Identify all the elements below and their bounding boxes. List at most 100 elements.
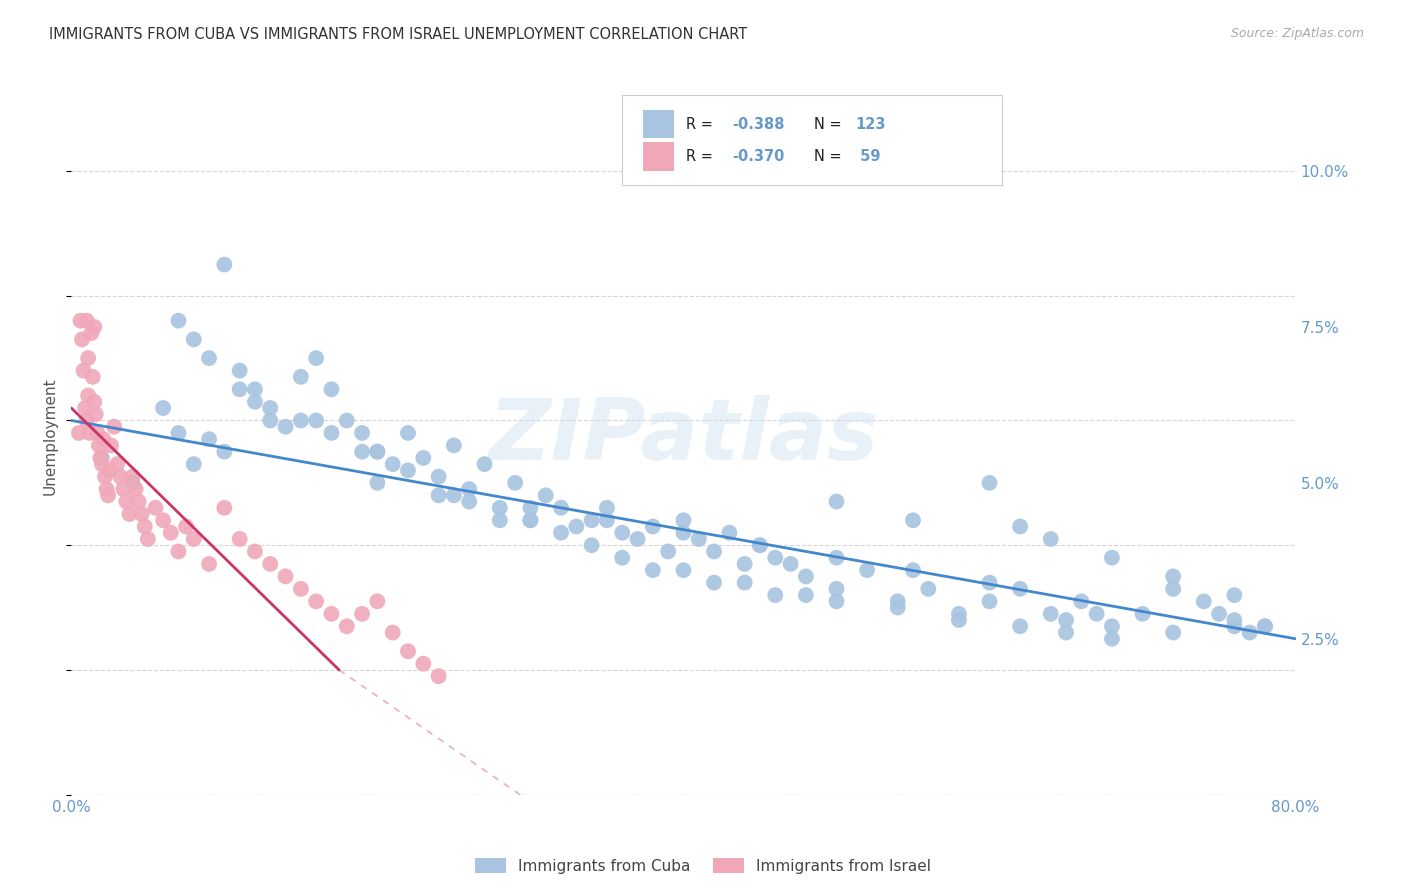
Point [427, 469, 450, 483]
Point [167, 314, 190, 328]
Point [70, 332, 93, 346]
Point [290, 413, 312, 427]
Point [1223, 588, 1246, 602]
Point [321, 607, 343, 621]
Point [519, 500, 541, 515]
Point [183, 457, 205, 471]
Legend: Immigrants from Cuba, Immigrants from Israel: Immigrants from Cuba, Immigrants from Is… [470, 852, 936, 880]
Point [152, 401, 174, 415]
Point [121, 469, 143, 483]
Point [128, 494, 150, 508]
Point [565, 519, 588, 533]
Point [366, 444, 388, 458]
Point [259, 401, 281, 415]
Point [612, 525, 634, 540]
Point [103, 419, 125, 434]
Point [305, 351, 328, 365]
Point [381, 457, 404, 471]
Point [352, 425, 374, 440]
Point [72, 363, 94, 377]
Point [734, 557, 756, 571]
Point [77, 388, 100, 402]
Point [734, 575, 756, 590]
Point [228, 363, 250, 377]
Point [89, 450, 111, 465]
Point [174, 519, 197, 533]
Point [79, 425, 101, 440]
Point [198, 557, 221, 571]
Point [596, 500, 619, 515]
Point [124, 482, 146, 496]
Point [917, 582, 939, 596]
Point [259, 413, 281, 427]
Point [657, 544, 679, 558]
Point [214, 500, 236, 515]
Point [67, 425, 90, 440]
Point [672, 563, 695, 577]
Point [794, 588, 817, 602]
Point [825, 582, 848, 596]
Point [1054, 625, 1077, 640]
Point [97, 488, 120, 502]
Point [1101, 619, 1123, 633]
Point [321, 382, 343, 396]
Point [274, 419, 297, 434]
Point [118, 507, 141, 521]
Point [290, 582, 312, 596]
FancyBboxPatch shape [643, 110, 673, 138]
Point [86, 425, 108, 440]
Point [581, 513, 603, 527]
Text: Source: ZipAtlas.com: Source: ZipAtlas.com [1230, 27, 1364, 40]
Point [1101, 550, 1123, 565]
Point [443, 438, 465, 452]
Point [305, 413, 328, 427]
Point [534, 488, 557, 502]
Point [612, 550, 634, 565]
Point [259, 557, 281, 571]
Text: 123: 123 [855, 117, 886, 131]
Point [412, 657, 434, 671]
Point [121, 475, 143, 490]
Point [83, 320, 105, 334]
Point [90, 457, 112, 471]
Point [214, 444, 236, 458]
Point [396, 463, 419, 477]
Point [763, 588, 786, 602]
Point [87, 438, 110, 452]
Point [94, 469, 117, 483]
Point [396, 425, 419, 440]
Point [381, 625, 404, 640]
Point [183, 332, 205, 346]
Point [581, 538, 603, 552]
Point [80, 326, 103, 340]
Point [458, 494, 481, 508]
Point [159, 525, 181, 540]
Point [763, 550, 786, 565]
Point [167, 425, 190, 440]
Point [672, 525, 695, 540]
Text: ZIPatlas: ZIPatlas [488, 394, 879, 477]
Y-axis label: Unemployment: Unemployment [44, 377, 58, 495]
Point [1239, 625, 1261, 640]
Point [183, 532, 205, 546]
Point [243, 544, 266, 558]
Text: -0.388: -0.388 [733, 117, 785, 131]
Point [825, 594, 848, 608]
Point [336, 413, 359, 427]
Point [825, 550, 848, 565]
Point [100, 438, 122, 452]
Point [152, 513, 174, 527]
Point [458, 482, 481, 496]
Point [1254, 619, 1277, 633]
Point [83, 394, 105, 409]
Point [96, 482, 118, 496]
Point [703, 575, 725, 590]
Point [1101, 632, 1123, 646]
Point [228, 382, 250, 396]
Point [886, 600, 908, 615]
FancyBboxPatch shape [643, 142, 673, 170]
Point [749, 538, 772, 552]
Point [979, 594, 1001, 608]
Point [979, 475, 1001, 490]
Text: -0.370: -0.370 [733, 149, 785, 164]
